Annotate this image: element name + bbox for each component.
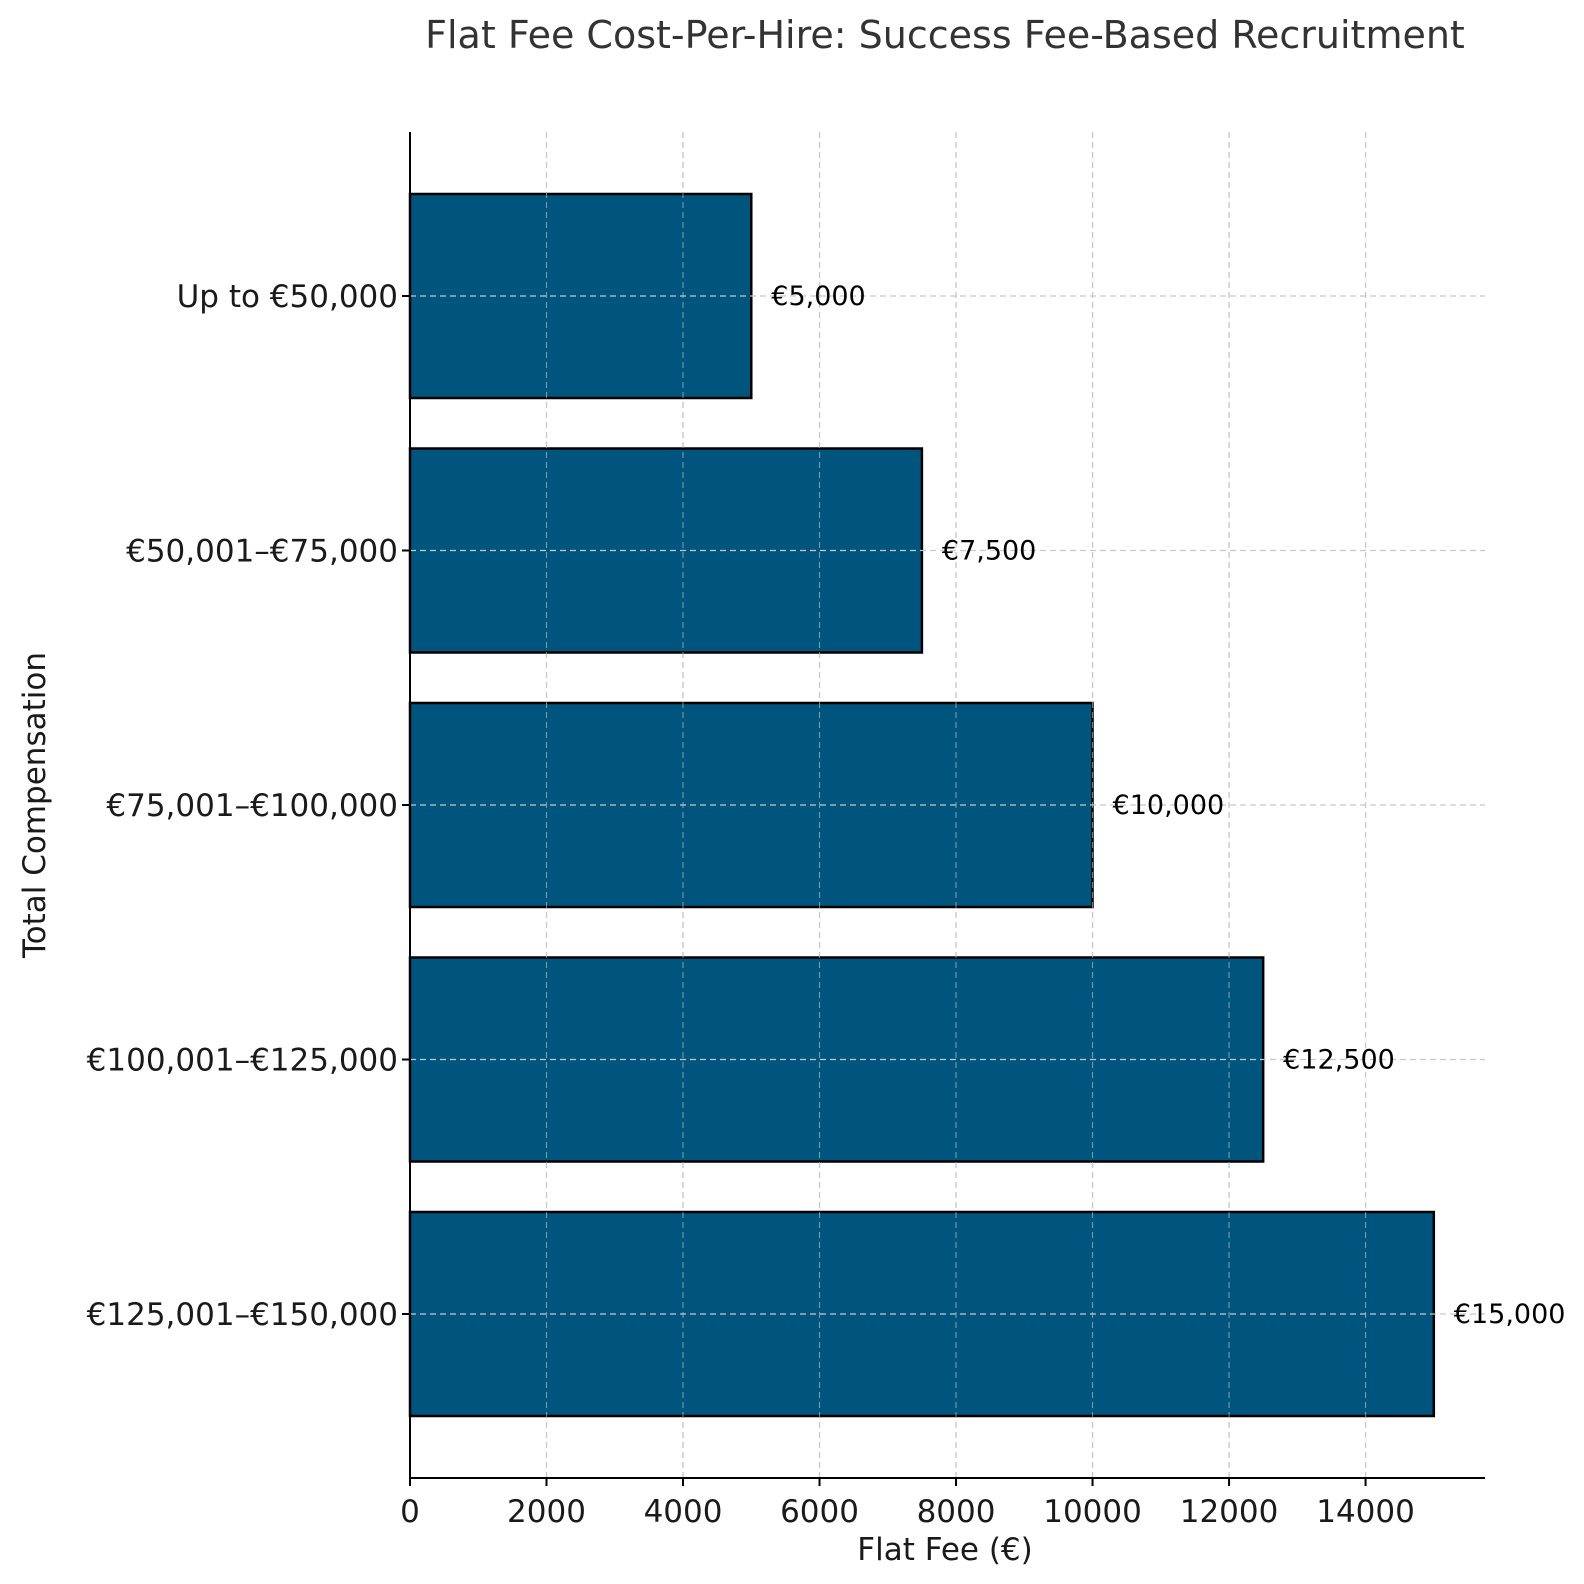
x-tick-label: 6000 [780,1494,859,1530]
x-tick-label: 2000 [507,1494,586,1530]
x-tick-label: 4000 [644,1494,723,1530]
y-tick-label: €50,001–€75,000 [126,534,398,570]
x-tick-label: 14000 [1316,1494,1415,1530]
axes-layer: 0 2000 4000 6000 8000 10000 12000 14000 Up to €5… [87,132,1485,1530]
chart-title: Flat Fee Cost-Per-Hire: Success Fee-Base… [425,13,1465,57]
bars-layer [408,192,1436,1418]
data-label: €15,000 [1454,1299,1566,1330]
data-label: €10,000 [1113,790,1225,821]
y-tick-label: €125,001–€150,000 [87,1297,398,1333]
x-tick-label: 10000 [1043,1494,1142,1530]
data-labels-layer: €5,000 €7,500 €10,000 €12,500 €15,000 [771,281,1565,1330]
y-tick-label: €100,001–€125,000 [87,1043,398,1079]
x-axis-title: Flat Fee (€) [857,1532,1033,1568]
y-tick-label: Up to €50,000 [177,279,398,315]
x-tick-label: 8000 [917,1494,996,1530]
y-axis-title: Total Compensation [17,652,53,959]
data-label: €7,500 [942,536,1036,567]
x-tick-label: 0 [400,1494,420,1530]
x-tick-label: 12000 [1180,1494,1279,1530]
data-label: €12,500 [1283,1045,1395,1076]
category-grid-layer [410,132,1485,1478]
y-tick-label: €75,001–€100,000 [106,788,398,824]
data-label: €5,000 [771,281,865,312]
